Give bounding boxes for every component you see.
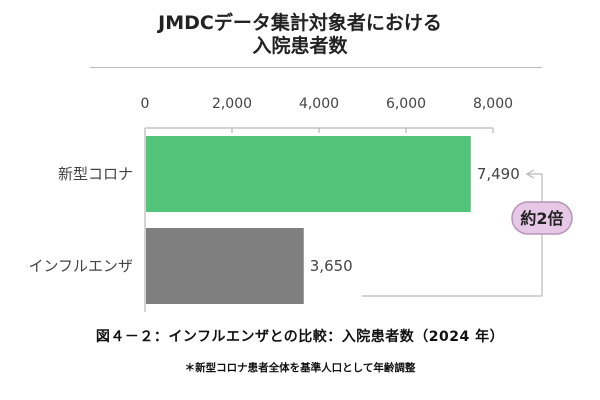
title-divider [90,67,542,68]
bracket-arrowhead [525,169,535,179]
category-label: 新型コロナ [58,165,133,183]
x-tick-label: 8,000 [473,96,513,112]
comparison-bracket [361,173,543,297]
value-label: 3,650 [310,257,353,275]
x-tick-label: 2,000 [212,96,252,112]
bar [146,228,304,304]
figure-caption: 図４－２：インフルエンザとの比較：入院患者数（2024 年） [95,329,505,345]
bar [146,136,471,212]
x-tick-label: 4,000 [299,96,339,112]
chart-title-line-1: JMDCデータ集計対象者における [158,12,442,34]
category-label: インフルエンザ [28,257,133,275]
x-tick-label: 0 [141,96,150,112]
chart-title-line-2: 入院患者数 [252,35,348,57]
annotation-badge [511,201,573,235]
footnote: ＊新型コロナ患者全体を基準人口として年齢調整 [184,362,416,374]
annotation-text: 約2倍 [520,209,563,228]
value-label: 7,490 [477,165,520,183]
x-tick-label: 6,000 [386,96,426,112]
